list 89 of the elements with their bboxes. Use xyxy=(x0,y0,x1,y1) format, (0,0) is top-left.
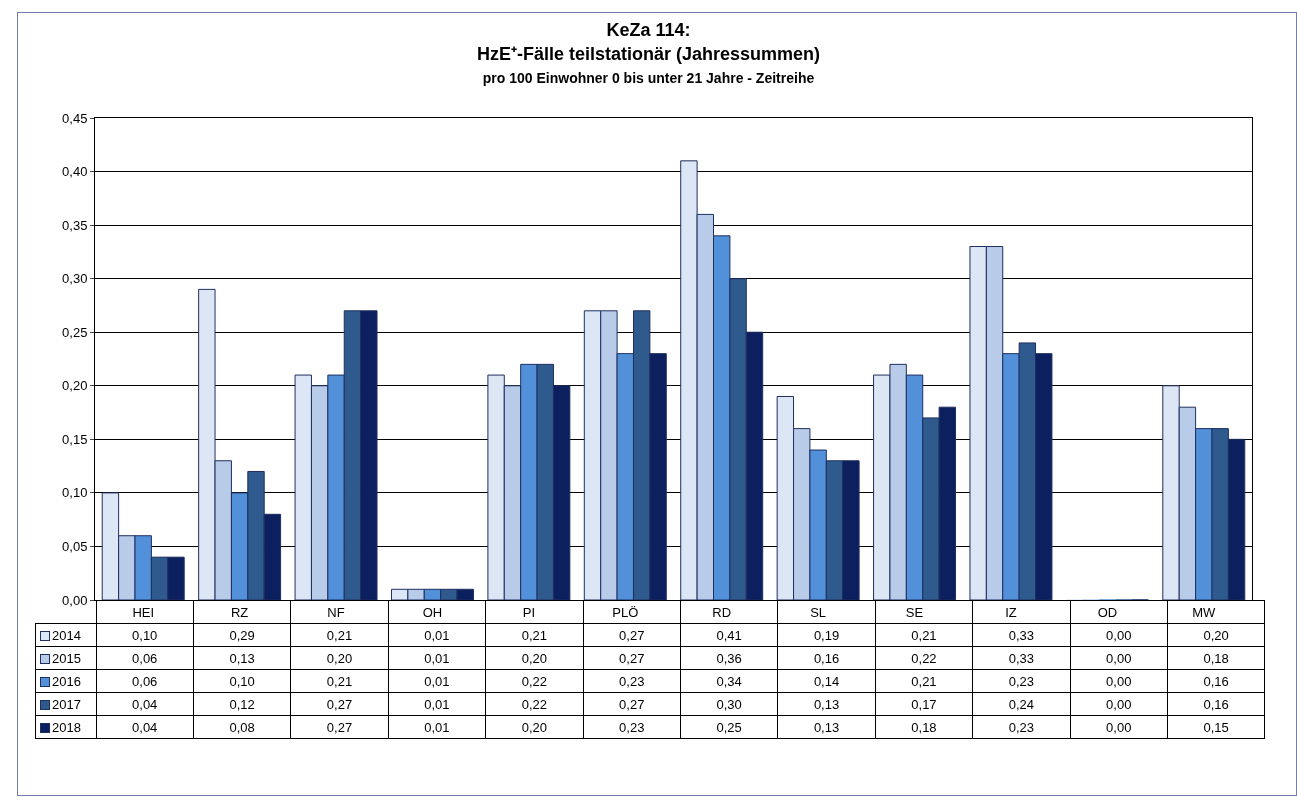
data-label: 0,18 xyxy=(875,715,973,739)
data-label: 0,16 xyxy=(1167,669,1265,693)
data-label: 0,25 xyxy=(680,715,778,739)
data-label: 0,23 xyxy=(972,715,1071,739)
data-label: 0,06 xyxy=(96,646,194,670)
x-tick-label: OD xyxy=(1097,604,1118,620)
data-label: 0,08 xyxy=(193,715,291,739)
x-tick-label: RZ xyxy=(230,604,249,620)
y-tick-label: 0,40 xyxy=(62,164,88,180)
data-label: 0,13 xyxy=(777,692,876,716)
data-label: 0,20 xyxy=(1167,623,1265,647)
data-label: 0,34 xyxy=(680,669,778,693)
data-label: 0,27 xyxy=(290,692,389,716)
data-label: 0,20 xyxy=(290,646,389,670)
data-label: 0,36 xyxy=(680,646,778,670)
data-label: 0,01 xyxy=(388,692,486,716)
data-label: 0,33 xyxy=(972,623,1071,647)
data-label: 0,27 xyxy=(583,692,681,716)
data-label: 0,23 xyxy=(972,669,1071,693)
x-tick-label: IZ xyxy=(1005,604,1017,620)
legend-label: 2016 xyxy=(35,669,96,693)
data-label: 0,00 xyxy=(1070,646,1168,670)
data-label: 0,19 xyxy=(777,623,876,647)
x-tick-label: PLÖ xyxy=(612,604,639,620)
data-label: 0,16 xyxy=(777,646,876,670)
y-tick-label: 0,15 xyxy=(62,431,88,447)
data-label: 0,04 xyxy=(96,715,194,739)
data-label: 0,01 xyxy=(388,715,486,739)
data-label: 0,10 xyxy=(96,623,194,647)
data-label: 0,14 xyxy=(777,669,876,693)
data-label: 0,17 xyxy=(875,692,973,716)
y-tick-label: 0,25 xyxy=(62,324,88,340)
x-tick-label: SE xyxy=(905,604,924,620)
data-label: 0,22 xyxy=(485,669,584,693)
data-label: 0,01 xyxy=(388,646,486,670)
y-tick-label: 0,10 xyxy=(62,485,88,501)
y-tick-label: 0,35 xyxy=(62,217,88,233)
data-label: 0,33 xyxy=(972,646,1071,670)
data-label: 0,21 xyxy=(290,669,389,693)
x-tick-label: HEI xyxy=(132,604,155,620)
data-label: 0,41 xyxy=(680,623,778,647)
legend-label: 2018 xyxy=(35,715,96,739)
x-tick-label: MW xyxy=(1192,604,1217,620)
y-tick-label: 0,20 xyxy=(62,378,88,394)
legend-label: 2015 xyxy=(35,646,96,670)
y-tick-label: 0,30 xyxy=(62,271,88,287)
data-label: 0,16 xyxy=(1167,692,1265,716)
data-label: 0,04 xyxy=(96,692,194,716)
chart-title: KeZa 114: HzE⁺-Fälle teilstationär (Jahressummen) xyxy=(476,20,821,64)
data-label: 0,00 xyxy=(1070,715,1168,739)
x-tick-label: NF xyxy=(327,604,345,620)
x-tick-label: OH xyxy=(422,604,443,620)
data-label: 0,23 xyxy=(583,715,681,739)
data-label: 0,10 xyxy=(193,669,291,693)
data-label: 0,00 xyxy=(1070,692,1168,716)
data-label: 0,30 xyxy=(680,692,778,716)
data-label: 0,00 xyxy=(1070,623,1168,647)
x-tick-label: SL xyxy=(810,604,827,620)
data-label: 0,13 xyxy=(193,646,291,670)
data-label: 0,12 xyxy=(193,692,291,716)
data-label: 0,22 xyxy=(875,646,973,670)
legend-label: 2014 xyxy=(35,623,96,647)
data-label: 0,00 xyxy=(1070,669,1168,693)
data-label: 0,27 xyxy=(583,623,681,647)
data-label: 0,29 xyxy=(193,623,291,647)
data-label: 0,27 xyxy=(290,715,389,739)
data-label: 0,21 xyxy=(290,623,389,647)
data-label: 0,20 xyxy=(485,646,584,670)
data-label: 0,18 xyxy=(1167,646,1265,670)
data-label: 0,22 xyxy=(485,692,584,716)
x-tick-label: RD xyxy=(712,604,732,620)
data-label: 0,21 xyxy=(875,623,973,647)
data-label: 0,13 xyxy=(777,715,876,739)
data-label: 0,20 xyxy=(485,715,584,739)
data-label: 0,21 xyxy=(485,623,584,647)
chart-subtitle: pro 100 Einwohner 0 bis unter 21 Jahre - Zeitreihe xyxy=(482,70,815,87)
y-tick-label: 0,00 xyxy=(62,592,88,608)
data-label: 0,24 xyxy=(972,692,1071,716)
data-label: 0,23 xyxy=(583,669,681,693)
data-label: 0,15 xyxy=(1167,715,1265,739)
y-tick-label: 0,45 xyxy=(62,110,88,126)
data-label: 0,01 xyxy=(388,623,486,647)
legend-label: 2017 xyxy=(35,692,96,716)
data-label: 0,01 xyxy=(388,669,486,693)
y-tick-label: 0,05 xyxy=(62,538,88,554)
data-label: 0,27 xyxy=(583,646,681,670)
data-label: 0,21 xyxy=(875,669,973,693)
data-label: 0,06 xyxy=(96,669,194,693)
x-tick-label: PI xyxy=(522,604,536,620)
